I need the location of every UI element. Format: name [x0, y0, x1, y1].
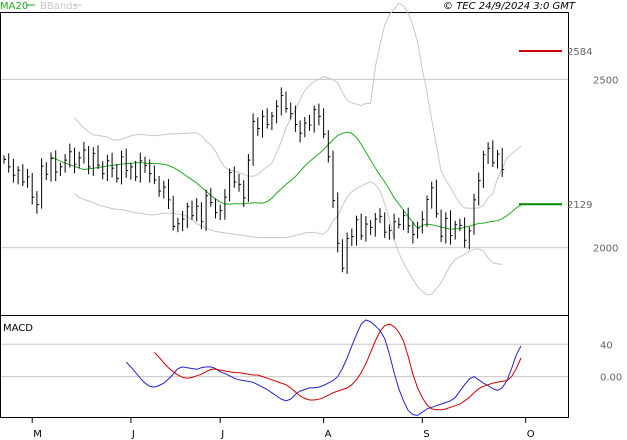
price-gridlines — [1, 78, 568, 249]
macd-title: MACD — [3, 323, 33, 334]
x-tick-label: M — [33, 429, 42, 440]
copyright-label: © TEC 24/9/2024 3:0 GMT — [443, 1, 576, 12]
price-panel-frame — [0, 12, 569, 316]
signal-line — [154, 323, 522, 411]
macd-lines — [125, 319, 522, 416]
macd-line — [125, 319, 522, 416]
legend-bbands: BBands — [40, 1, 78, 12]
bb-lower-line — [74, 181, 503, 296]
ma20-line — [50, 131, 522, 230]
price-bars — [3, 87, 505, 274]
x-tick-label: O — [527, 429, 535, 440]
bollinger-bands — [74, 2, 522, 296]
resistance-label: 2584 — [567, 47, 592, 58]
y-tick-label: 2500 — [593, 75, 618, 86]
macd-y-tick-label: 0.00 — [600, 373, 622, 384]
ma20-path — [50, 131, 522, 230]
macd-y-axis: 400.00 — [600, 340, 622, 383]
price-y-axis: 2500 2000 — [593, 75, 618, 254]
x-tick-label: J — [220, 429, 224, 440]
price-levels: 2584 2129 — [519, 47, 592, 211]
y-tick-label: 2000 — [593, 244, 618, 255]
bb-upper-line — [74, 2, 522, 209]
x-tick-label: S — [423, 429, 429, 440]
x-tick-label: J — [131, 429, 135, 440]
support-label: 2129 — [567, 200, 592, 211]
macd-y-tick-label: 40 — [600, 340, 613, 351]
x-tick-label: A — [325, 429, 332, 440]
legend-ma20: MA20 — [0, 1, 28, 12]
macd-panel-frame — [0, 315, 569, 418]
